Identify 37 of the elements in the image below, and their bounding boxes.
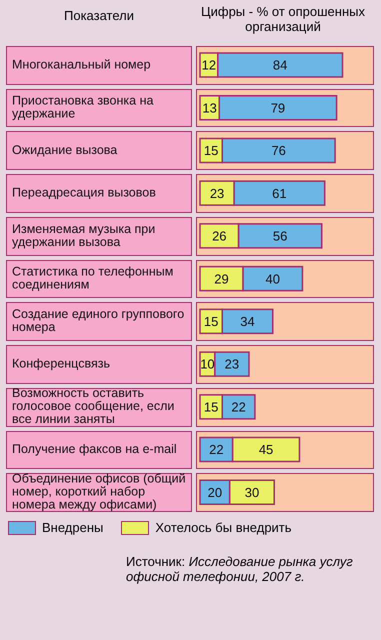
y-tick-label: Создание единого группового номера xyxy=(12,308,184,335)
data-label: 45 xyxy=(258,442,274,458)
x-axis-title: Цифры - % от опрошенных организаций xyxy=(200,4,366,34)
data-label: 30 xyxy=(244,484,260,500)
data-label: 12 xyxy=(202,58,216,73)
data-label: 56 xyxy=(272,228,288,244)
data-label: 15 xyxy=(204,314,218,329)
data-label: 22 xyxy=(231,399,246,414)
y-tick-label: Переадресация вызовов xyxy=(12,186,156,200)
data-label: 26 xyxy=(212,228,227,244)
y-tick-label: Ожидание вызова xyxy=(12,143,118,158)
data-label: 15 xyxy=(204,143,218,158)
data-label: 22 xyxy=(209,442,224,458)
y-tick-label: Получение факсов на e-mail xyxy=(12,442,177,456)
data-label: 40 xyxy=(266,271,280,286)
data-label: 20 xyxy=(208,484,222,500)
data-label: 10 xyxy=(200,356,215,372)
data-label: 13 xyxy=(202,100,217,116)
data-label: 34 xyxy=(240,314,255,329)
data-label: 76 xyxy=(271,143,286,158)
data-label: 84 xyxy=(272,58,288,73)
data-label: 23 xyxy=(210,186,224,201)
data-label: 23 xyxy=(224,356,240,372)
data-label: 61 xyxy=(272,186,287,201)
y-tick-label: Возможность оставить голосовое сообщение, если все линии заняты xyxy=(12,386,174,426)
y-axis-title: Показатели xyxy=(63,8,135,23)
data-label: 15 xyxy=(204,399,218,414)
y-tick-label: Приостановка звонка на удержание xyxy=(12,94,154,121)
y-tick-label: Статистика по телефонным соединениям xyxy=(12,264,174,292)
data-label: 29 xyxy=(214,271,229,286)
legend-label: Хотелось бы внедрить xyxy=(155,520,292,535)
legend-label: Внедрены xyxy=(42,520,104,535)
y-tick-label: Конференцсвязь xyxy=(12,356,110,371)
data-label: 79 xyxy=(270,100,286,116)
text: Источник: Исследование рынка услуг офисной телефонии, 2007 г. xyxy=(126,554,354,584)
y-tick-label: Изменяемая музыка при удержании вызова xyxy=(12,222,156,250)
y-tick-label: Многоканальный номер xyxy=(12,58,151,72)
